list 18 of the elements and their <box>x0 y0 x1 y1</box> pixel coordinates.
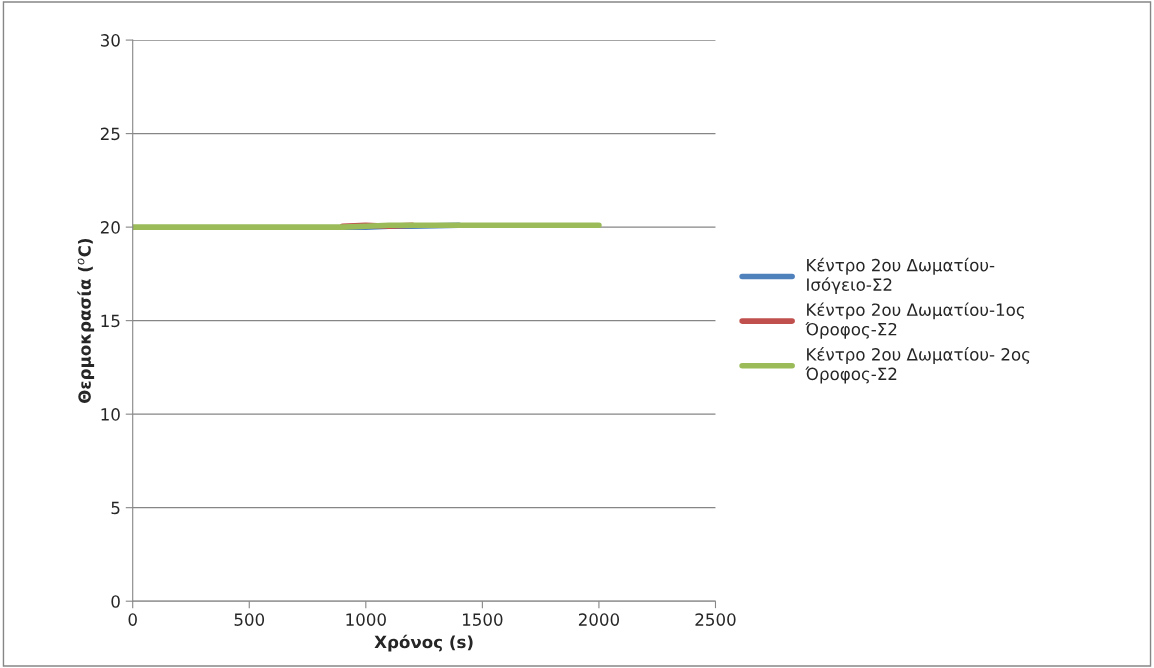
y-axis-title: Θερμοκρασία ($^{o}$C) <box>77 238 95 403</box>
legend-label: Κέντρο 2ου Δωματίου-Ισόγειο-Σ2 <box>807 257 995 295</box>
y-tick-label: 30 <box>100 34 120 47</box>
y-tick-label: 0 <box>111 595 120 608</box>
y-tick-label: 10 <box>101 408 120 421</box>
legend-label: Κέντρο 2ου Δωματίου-1ος Όροφος-Σ2 <box>805 302 1024 339</box>
y-tick-label: 20 <box>100 221 120 234</box>
x-tick-label: 2000 <box>578 613 620 626</box>
y-tick-label: 15 <box>101 314 120 328</box>
x-tick-label: 0 <box>128 613 137 626</box>
legend-label: Κέντρο 2ου Δωματίου- 2ος Όροφος-Σ2 <box>805 347 1030 384</box>
y-tick-label: 5 <box>111 501 120 515</box>
x-tick-label: 1000 <box>346 613 386 626</box>
x-tick-label: 2500 <box>695 613 736 626</box>
x-tick-label: 500 <box>234 613 265 626</box>
x-tick-label: 1500 <box>462 613 503 626</box>
y-tick-label: 25 <box>100 127 120 141</box>
x-axis-title: Χρόνος (s) <box>374 634 473 652</box>
